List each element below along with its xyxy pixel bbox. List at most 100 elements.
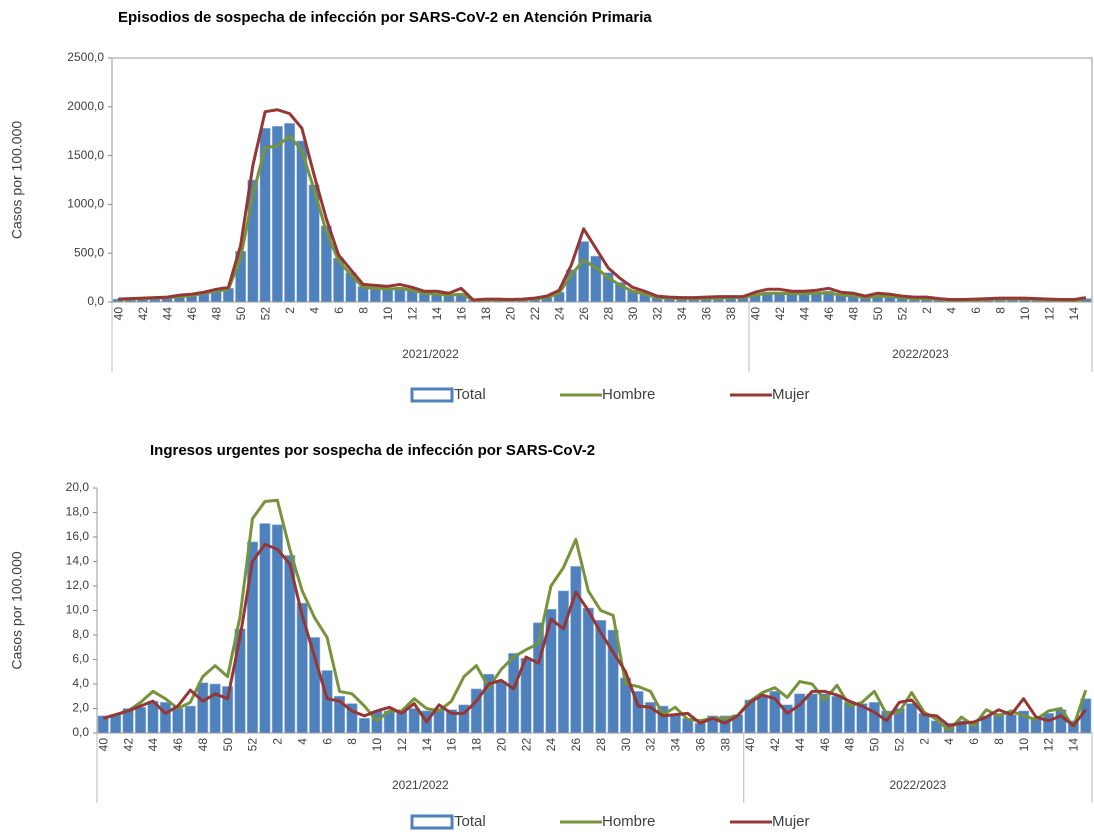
x-tick-label: 42 — [773, 307, 787, 321]
x-tick-label: 40 — [743, 738, 757, 752]
line-series — [102, 542, 1087, 728]
x-tick-label: 12 — [1042, 307, 1056, 321]
x-tick-label: 4 — [295, 738, 309, 745]
x-tick-label: 28 — [594, 738, 608, 752]
x-tick-label: 14 — [1067, 738, 1081, 752]
chart-title: Episodios de sospecha de infección por S… — [118, 9, 652, 26]
x-tick-label: 10 — [1017, 738, 1031, 752]
legend-label: Mujer — [772, 386, 810, 403]
line-series — [102, 498, 1088, 733]
x-tick-label: 52 — [258, 307, 272, 321]
x-tick-label: 14 — [430, 307, 444, 321]
plot-frame — [111, 57, 1093, 303]
x-tick-label: 22 — [519, 738, 533, 752]
legend-label: Total — [454, 813, 486, 830]
y-tick-label: 20,0 — [66, 480, 90, 494]
y-tick-label: 1000,0 — [67, 197, 104, 211]
group-label: 2022/2023 — [890, 778, 947, 792]
x-tick-label: 8 — [356, 307, 370, 314]
legend-swatch — [410, 814, 454, 830]
x-tick-label: 6 — [969, 307, 983, 314]
x-tick-label: 22 — [528, 307, 542, 321]
y-tick-label: 1500,0 — [67, 148, 104, 162]
x-tick-label: 36 — [699, 307, 713, 321]
bar — [590, 255, 602, 303]
bar — [197, 682, 209, 734]
bar — [321, 670, 333, 734]
y-tick-label: 4,0 — [72, 676, 89, 690]
y-tick-label: 2000,0 — [67, 99, 104, 113]
bar — [309, 637, 321, 734]
bar — [184, 705, 196, 734]
legend-label: Total — [454, 386, 486, 403]
bar — [1042, 713, 1054, 734]
x-tick-label: 48 — [843, 738, 857, 752]
bar — [358, 717, 370, 734]
x-tick-label: 16 — [445, 738, 459, 752]
bar — [578, 241, 590, 303]
x-tick-label: 26 — [577, 307, 591, 321]
x-tick-label: 28 — [601, 307, 615, 321]
x-tick-label: 12 — [405, 307, 419, 321]
x-tick-label: 36 — [693, 738, 707, 752]
x-tick-label: 14 — [1067, 307, 1081, 321]
bar — [284, 123, 296, 303]
y-tick-label: 16,0 — [66, 529, 90, 543]
y-tick-label: 10,0 — [66, 603, 90, 617]
x-tick-label: 40 — [111, 307, 125, 321]
x-tick-label: 30 — [626, 307, 640, 321]
x-tick-label: 16 — [454, 307, 468, 321]
x-tick-label: 2 — [917, 738, 931, 745]
x-tick-label: 12 — [395, 738, 409, 752]
bar — [408, 708, 420, 734]
x-tick-label: 46 — [185, 307, 199, 321]
legend-label: Hombre — [602, 813, 655, 830]
bar — [271, 524, 283, 734]
bar — [582, 607, 594, 734]
bar — [557, 590, 569, 734]
x-tick-label: 42 — [136, 307, 150, 321]
x-tick-label: 32 — [644, 738, 658, 752]
y-tick-label: 6,0 — [72, 652, 89, 666]
x-tick-label: 12 — [1042, 738, 1056, 752]
x-tick-label: 24 — [552, 307, 566, 321]
x-tick-label: 42 — [121, 738, 135, 752]
x-tick-label: 52 — [892, 738, 906, 752]
x-tick-label: 32 — [650, 307, 664, 321]
x-tick-label: 46 — [822, 307, 836, 321]
group-label: 2021/2022 — [392, 778, 449, 792]
x-tick-label: 6 — [332, 307, 346, 314]
x-tick-label: 8 — [992, 738, 1006, 745]
legend-label: Mujer — [772, 813, 810, 830]
x-tick-label: 52 — [246, 738, 260, 752]
bar — [110, 714, 122, 734]
x-tick-label: 38 — [718, 738, 732, 752]
y-tick-label: 2,0 — [72, 701, 89, 715]
x-tick-label: 10 — [381, 307, 395, 321]
x-tick-label: 52 — [895, 307, 909, 321]
group-label: 2021/2022 — [402, 347, 459, 361]
x-tick-label: 20 — [503, 307, 517, 321]
x-tick-label: 8 — [993, 307, 1007, 314]
group-label: 2022/2023 — [892, 347, 949, 361]
x-tick-label: 18 — [470, 738, 484, 752]
x-tick-label: 2 — [920, 307, 934, 314]
x-tick-label: 20 — [494, 738, 508, 752]
x-tick-label: 24 — [544, 738, 558, 752]
x-tick-label: 44 — [793, 738, 807, 752]
x-tick-label: 34 — [675, 307, 689, 321]
x-tick-label: 48 — [196, 738, 210, 752]
y-tick-label: 0,0 — [72, 725, 89, 739]
y-axis-title: Casos por 100.000 — [9, 551, 25, 670]
bar — [1005, 714, 1017, 734]
y-tick-label: 14,0 — [66, 554, 90, 568]
x-tick-label: 48 — [846, 307, 860, 321]
y-tick-label: 500,0 — [74, 245, 104, 259]
x-tick-label: 2 — [283, 307, 297, 314]
x-tick-label: 44 — [160, 307, 174, 321]
bar — [135, 706, 147, 734]
y-tick-label: 8,0 — [72, 627, 89, 641]
y-tick-label: 2500,0 — [67, 50, 104, 64]
bar — [831, 695, 843, 734]
